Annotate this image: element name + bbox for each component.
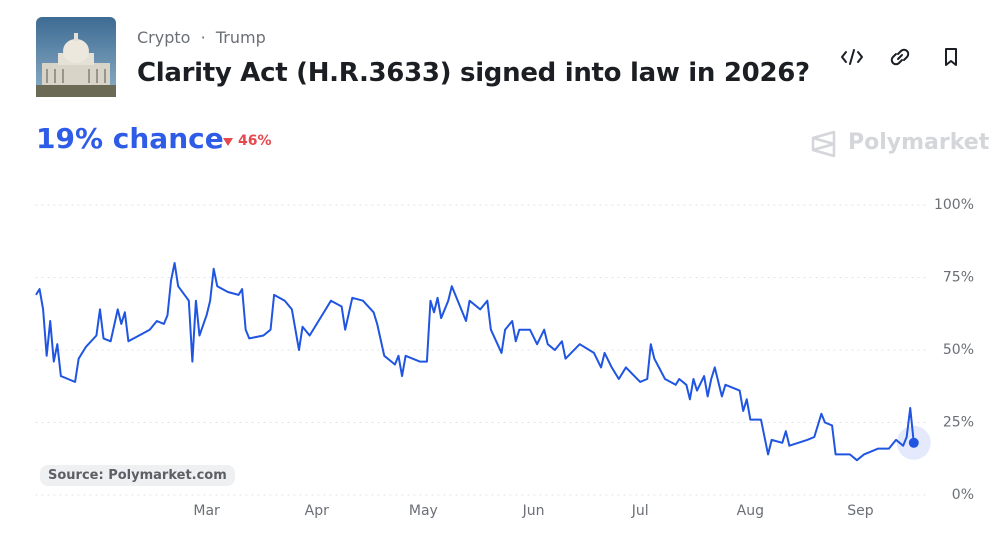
- x-tick-label: Apr: [305, 503, 329, 519]
- y-tick-label: 100%: [934, 197, 974, 213]
- brand-logo: [811, 130, 836, 158]
- category[interactable]: Crypto: [137, 28, 191, 47]
- embed-button[interactable]: [841, 49, 863, 65]
- x-tick-label: Jul: [631, 503, 649, 519]
- chance: 19% chance: [36, 122, 224, 155]
- x-tick-label: Jun: [522, 503, 545, 519]
- x-tick-label: Sep: [847, 503, 874, 519]
- market-image: [36, 17, 116, 97]
- y-tick-label: 50%: [943, 342, 974, 358]
- end-point: [908, 437, 919, 448]
- line: [35, 262, 915, 462]
- bookmark-button[interactable]: [945, 48, 957, 66]
- link-button[interactable]: [890, 48, 910, 66]
- tag[interactable]: Trump: [215, 28, 266, 47]
- source: Source: Polymarket.com: [40, 465, 235, 486]
- down-arrow: [223, 138, 233, 146]
- x-tick-label: May: [409, 503, 438, 519]
- x-tick-label: Mar: [193, 503, 220, 519]
- x-tick-label: Aug: [737, 503, 764, 519]
- actions: [841, 48, 957, 66]
- y-tick-label: 75%: [943, 270, 974, 286]
- breadcrumbs: Crypto · Trump: [137, 28, 266, 47]
- y-tick-label: 25%: [943, 415, 974, 431]
- change: 46%: [238, 133, 272, 149]
- brand: Polymarket: [848, 130, 990, 155]
- y-tick-label: 0%: [952, 487, 974, 503]
- market-title: Clarity Act (H.R.3633) signed into law i…: [137, 58, 810, 88]
